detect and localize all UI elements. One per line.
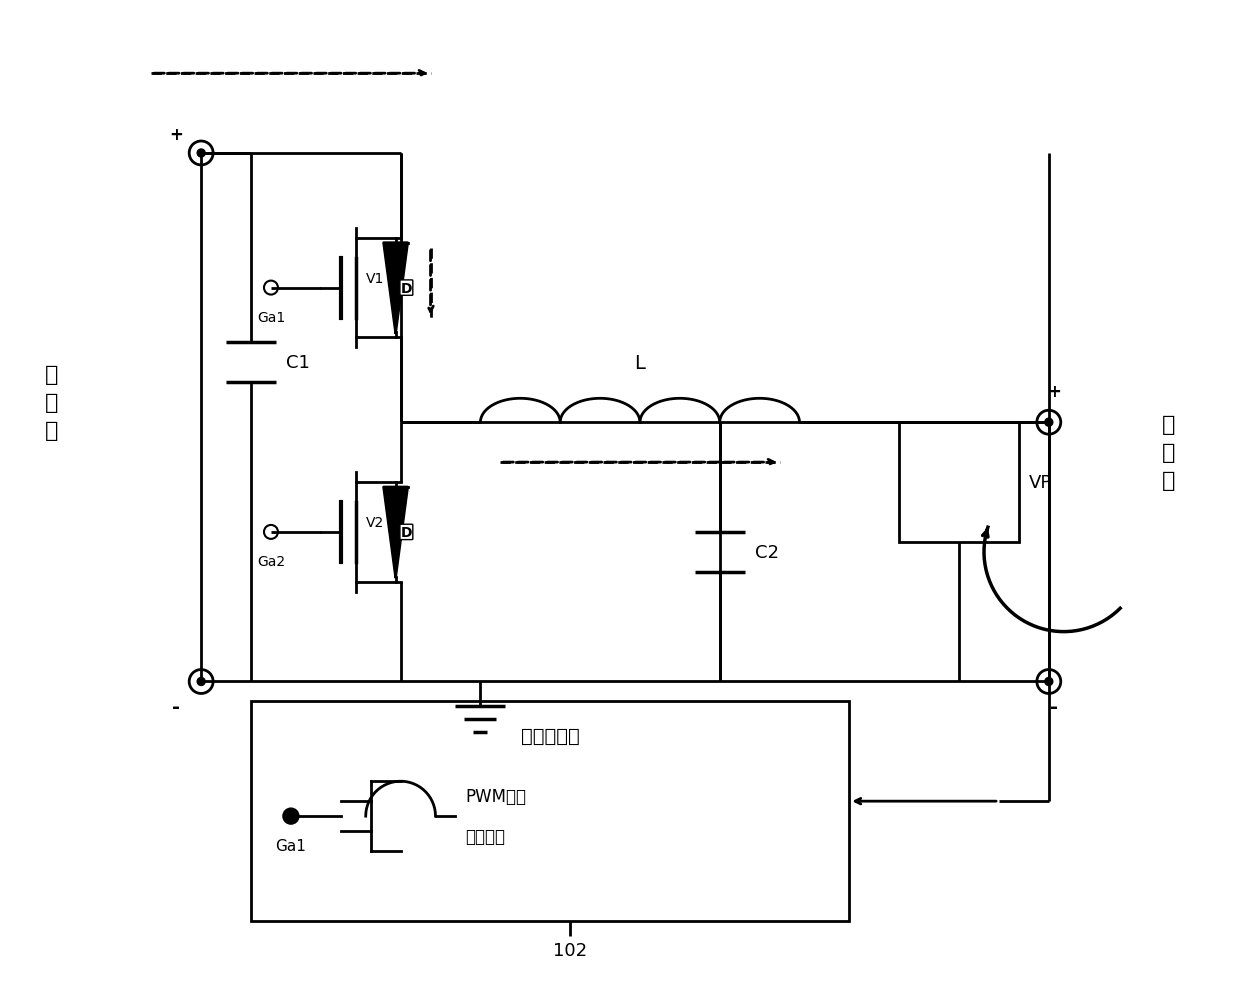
Circle shape [1045, 419, 1053, 427]
Text: 高
压
侧: 高 压 侧 [45, 365, 58, 441]
Text: -: - [172, 697, 180, 716]
Text: Ga1: Ga1 [257, 311, 285, 325]
Text: Ga2: Ga2 [257, 554, 285, 568]
Bar [250, 701, 849, 921]
Bar [899, 423, 1019, 542]
Text: +: + [1047, 383, 1060, 401]
Polygon shape [383, 488, 408, 577]
Text: C1: C1 [286, 354, 310, 372]
Text: VP: VP [1029, 474, 1052, 492]
Polygon shape [383, 243, 408, 333]
Text: C2: C2 [755, 543, 779, 561]
Text: 故障信号: 故障信号 [465, 828, 506, 846]
Text: 低
压
侧: 低 压 侧 [1162, 415, 1176, 491]
Text: 电源控制器: 电源控制器 [521, 726, 579, 745]
Text: D: D [401, 525, 412, 539]
Circle shape [283, 809, 299, 825]
Text: +: + [170, 126, 184, 144]
Text: 102: 102 [553, 941, 588, 959]
Circle shape [197, 150, 205, 157]
Text: -: - [1050, 697, 1058, 716]
Text: D: D [401, 282, 412, 296]
Text: V2: V2 [366, 515, 384, 529]
Text: L: L [635, 354, 645, 373]
Circle shape [197, 677, 205, 685]
Text: V1: V1 [366, 272, 384, 286]
Text: PWM信号: PWM信号 [465, 788, 527, 806]
Circle shape [1045, 677, 1053, 685]
Text: Ga1: Ga1 [275, 839, 306, 854]
